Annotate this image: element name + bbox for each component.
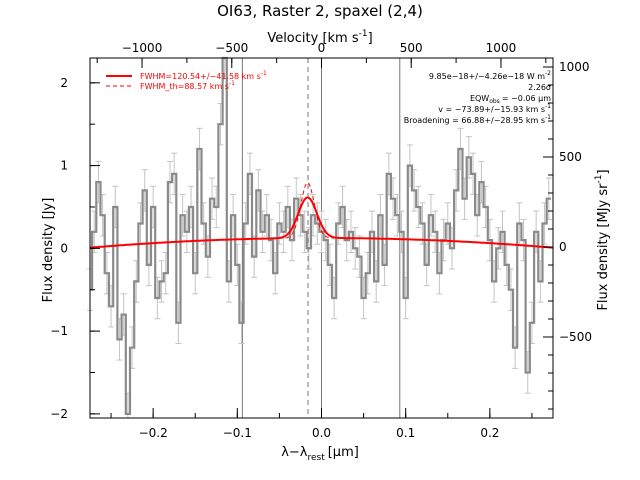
thermal-dashed-line: [89, 181, 554, 249]
top-axis-label: Velocity [km s-1]: [267, 29, 372, 46]
y-tick-label: −1: [50, 324, 68, 338]
right-tick-label: 0: [559, 240, 567, 254]
top-axis-label-text: Velocity [km s: [267, 31, 359, 46]
top-axis-label-sup: -1: [359, 29, 368, 39]
legend-entry-fwhm-th-text: FWHM_th=88.57 km s: [140, 82, 229, 91]
broadening-annotation-sup: -1: [545, 114, 551, 121]
chart-title: OI63, Raster 2, spaxel (2,4): [217, 2, 423, 20]
legend-entry-fwhm-sup: -1: [261, 70, 267, 77]
x-axis-label: λ−λrest [μm]: [281, 445, 359, 463]
top-axis-label-end: ]: [368, 31, 373, 46]
plot-area: [87, 56, 554, 419]
velocity-annotation-text: v = −73.89+/−15.93 km s: [438, 105, 545, 114]
top-tick-label: −1000: [122, 41, 163, 55]
y-tick-label: 0: [60, 241, 68, 255]
top-tick-label: 500: [400, 41, 423, 55]
y-tick-label: 1: [60, 159, 68, 173]
top-tick-label: 1000: [486, 41, 517, 55]
eqw-annotation-sub: obs: [489, 98, 500, 105]
top-tick-label: 0: [318, 41, 326, 55]
right-tick-label: 500: [559, 150, 582, 164]
top-tick-label: −500: [215, 41, 248, 55]
x-axis-label-unit: [μm]: [328, 445, 359, 460]
legend: FWHM=120.54+/−41.58 km s-1 FWHM_th=88.57…: [106, 70, 267, 91]
flux-annotation-text: 9.85e−18+/−4.26e−18 W m: [429, 72, 545, 81]
eqw-annotation-label: EQW: [470, 94, 489, 103]
legend-entry-fwhm-text: FWHM=120.54+/−41.58 km s: [140, 72, 261, 81]
x-axis-label-sub: rest: [307, 453, 325, 463]
right-axis-label-sup: -1: [594, 175, 604, 184]
x-tick-label: 0.1: [396, 426, 415, 440]
eqw-annotation: EQWobs = −0.06 μm: [470, 94, 551, 105]
data-step-line: [90, 56, 551, 415]
sigma-annotation: 2.26σ: [528, 83, 551, 92]
axis-tick-labels: −0.2 −0.1 0.0 0.1 0.2 −2 −1 0 1 2 −1000 −500 0 500 100…: [50, 41, 592, 440]
flux-annotation: 9.85e−18+/−4.26e−18 W m-2: [429, 70, 551, 81]
right-tick-label: 1000: [559, 60, 590, 74]
x-tick-label: −0.2: [139, 426, 168, 440]
x-tick-label: 0.0: [312, 426, 331, 440]
broadening-annotation: Broadening = 66.88+/−28.95 km s-1: [404, 114, 551, 125]
right-tick-label: −500: [559, 330, 592, 344]
legend-entry-fwhm-th: FWHM_th=88.57 km s-1: [140, 80, 235, 91]
x-axis-label-text: λ−λ: [281, 445, 308, 460]
velocity-annotation: v = −73.89+/−15.93 km s-1: [438, 103, 551, 114]
legend-entry-fwhm: FWHM=120.54+/−41.58 km s-1: [140, 70, 267, 81]
right-axis-label-end: ]: [596, 169, 611, 174]
right-axis-label: Flux density [MJy sr-1]: [594, 169, 611, 310]
broadening-annotation-text: Broadening = 66.88+/−28.95 km s: [404, 116, 545, 125]
y-tick-label: 2: [60, 76, 68, 90]
fit-annotations: 9.85e−18+/−4.26e−18 W m-2 2.26σ EQWobs = …: [404, 70, 551, 125]
eqw-annotation-value: = −0.06 μm: [502, 94, 551, 103]
flux-annotation-sup: -2: [545, 70, 551, 77]
x-tick-label: −0.1: [223, 426, 252, 440]
y-tick-label: −2: [50, 407, 68, 421]
axis-ticks: [90, 58, 553, 418]
velocity-annotation-sup: -1: [545, 103, 551, 110]
y-axis-label: Flux density [Jy]: [41, 198, 56, 303]
x-tick-label: 0.2: [480, 426, 499, 440]
legend-entry-fwhm-th-sup: -1: [229, 80, 235, 87]
right-axis-label-text: Flux density [MJy sr: [596, 183, 611, 311]
